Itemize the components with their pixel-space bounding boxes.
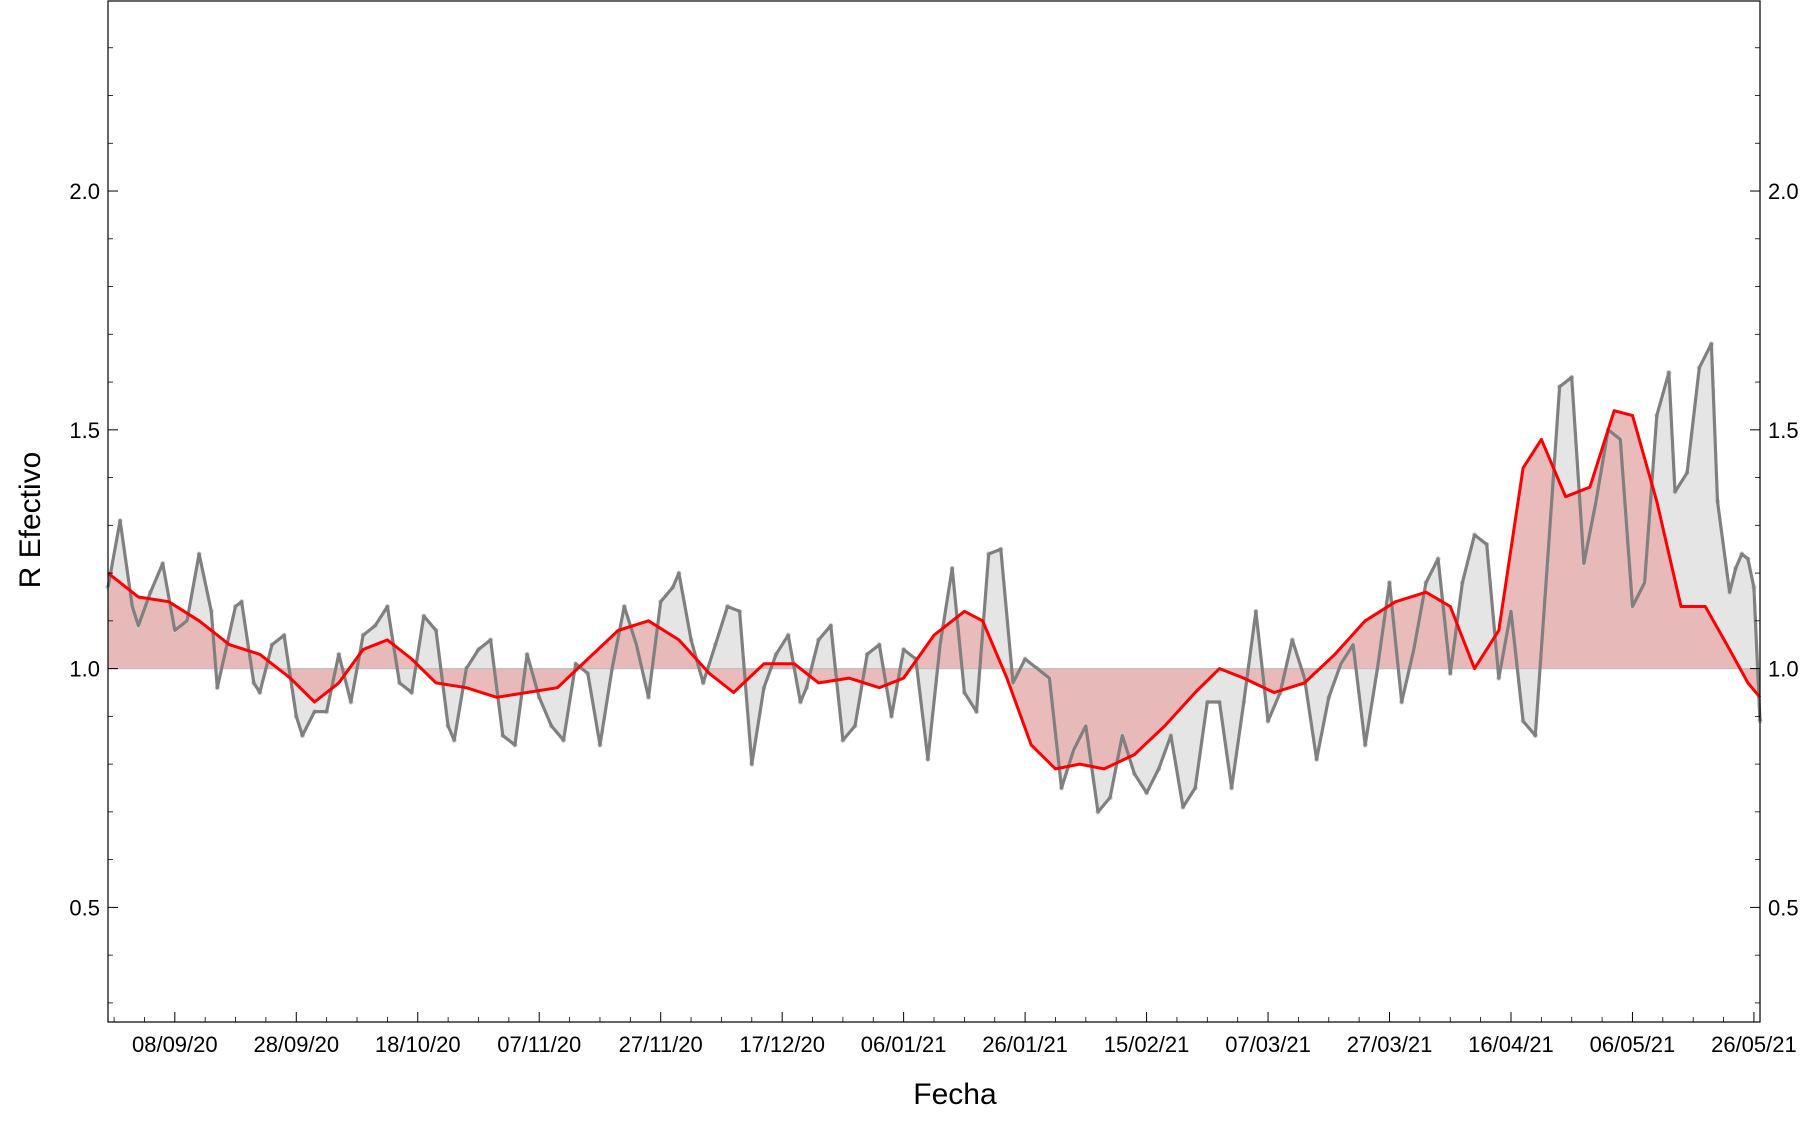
y-tick-label-right: 1.5 xyxy=(1768,418,1799,443)
y-tick-label-left: 0.5 xyxy=(69,895,100,920)
smooth-area xyxy=(108,410,1760,769)
y-axis-title: R Efectivo xyxy=(14,452,47,589)
x-tick-label: 28/09/20 xyxy=(253,1032,339,1057)
x-tick-label: 26/05/21 xyxy=(1711,1032,1797,1057)
x-tick-label: 07/03/21 xyxy=(1225,1032,1311,1057)
plot-border xyxy=(107,0,1761,1023)
x-tick-label: 06/05/21 xyxy=(1590,1032,1676,1057)
x-tick-label: 08/09/20 xyxy=(132,1032,218,1057)
plot-frame xyxy=(107,0,1761,1023)
smooth-series-line xyxy=(107,409,1762,771)
y-tick-label-right: 1.0 xyxy=(1768,657,1799,682)
x-axis-title: Fecha xyxy=(913,1078,997,1111)
y-tick-label-right: 2.0 xyxy=(1768,179,1799,204)
x-tick-label: 27/11/20 xyxy=(619,1032,703,1057)
x-tick-label: 15/02/21 xyxy=(1104,1032,1190,1057)
raw-series-line xyxy=(106,342,1762,814)
y-tick-label-left: 1.0 xyxy=(69,657,100,682)
x-tick-label: 18/10/20 xyxy=(375,1032,461,1057)
line-layer xyxy=(106,342,1762,814)
x-tick-label: 16/04/21 xyxy=(1468,1032,1554,1057)
x-tick-label: 26/01/21 xyxy=(982,1032,1068,1057)
x-axis-ticks: 08/09/20 28/09/20 18/10/20 07/11/20 27/11/20… xyxy=(113,1012,1797,1057)
fill-layer xyxy=(105,341,1763,815)
y-tick-label-right: 0.5 xyxy=(1768,895,1799,920)
y-axis-ticks: 0.5 0.5 1.0 1.0 1.5 1.5 2.0 2.0 xyxy=(69,47,1799,1004)
x-tick-label: 27/03/21 xyxy=(1347,1032,1433,1057)
x-tick-label: 07/11/20 xyxy=(497,1032,581,1057)
y-tick-label-left: 1.5 xyxy=(69,418,100,443)
y-tick-label-left: 2.0 xyxy=(69,179,100,204)
x-tick-label: 06/01/21 xyxy=(861,1032,947,1057)
x-tick-label: 17/12/20 xyxy=(739,1032,825,1057)
